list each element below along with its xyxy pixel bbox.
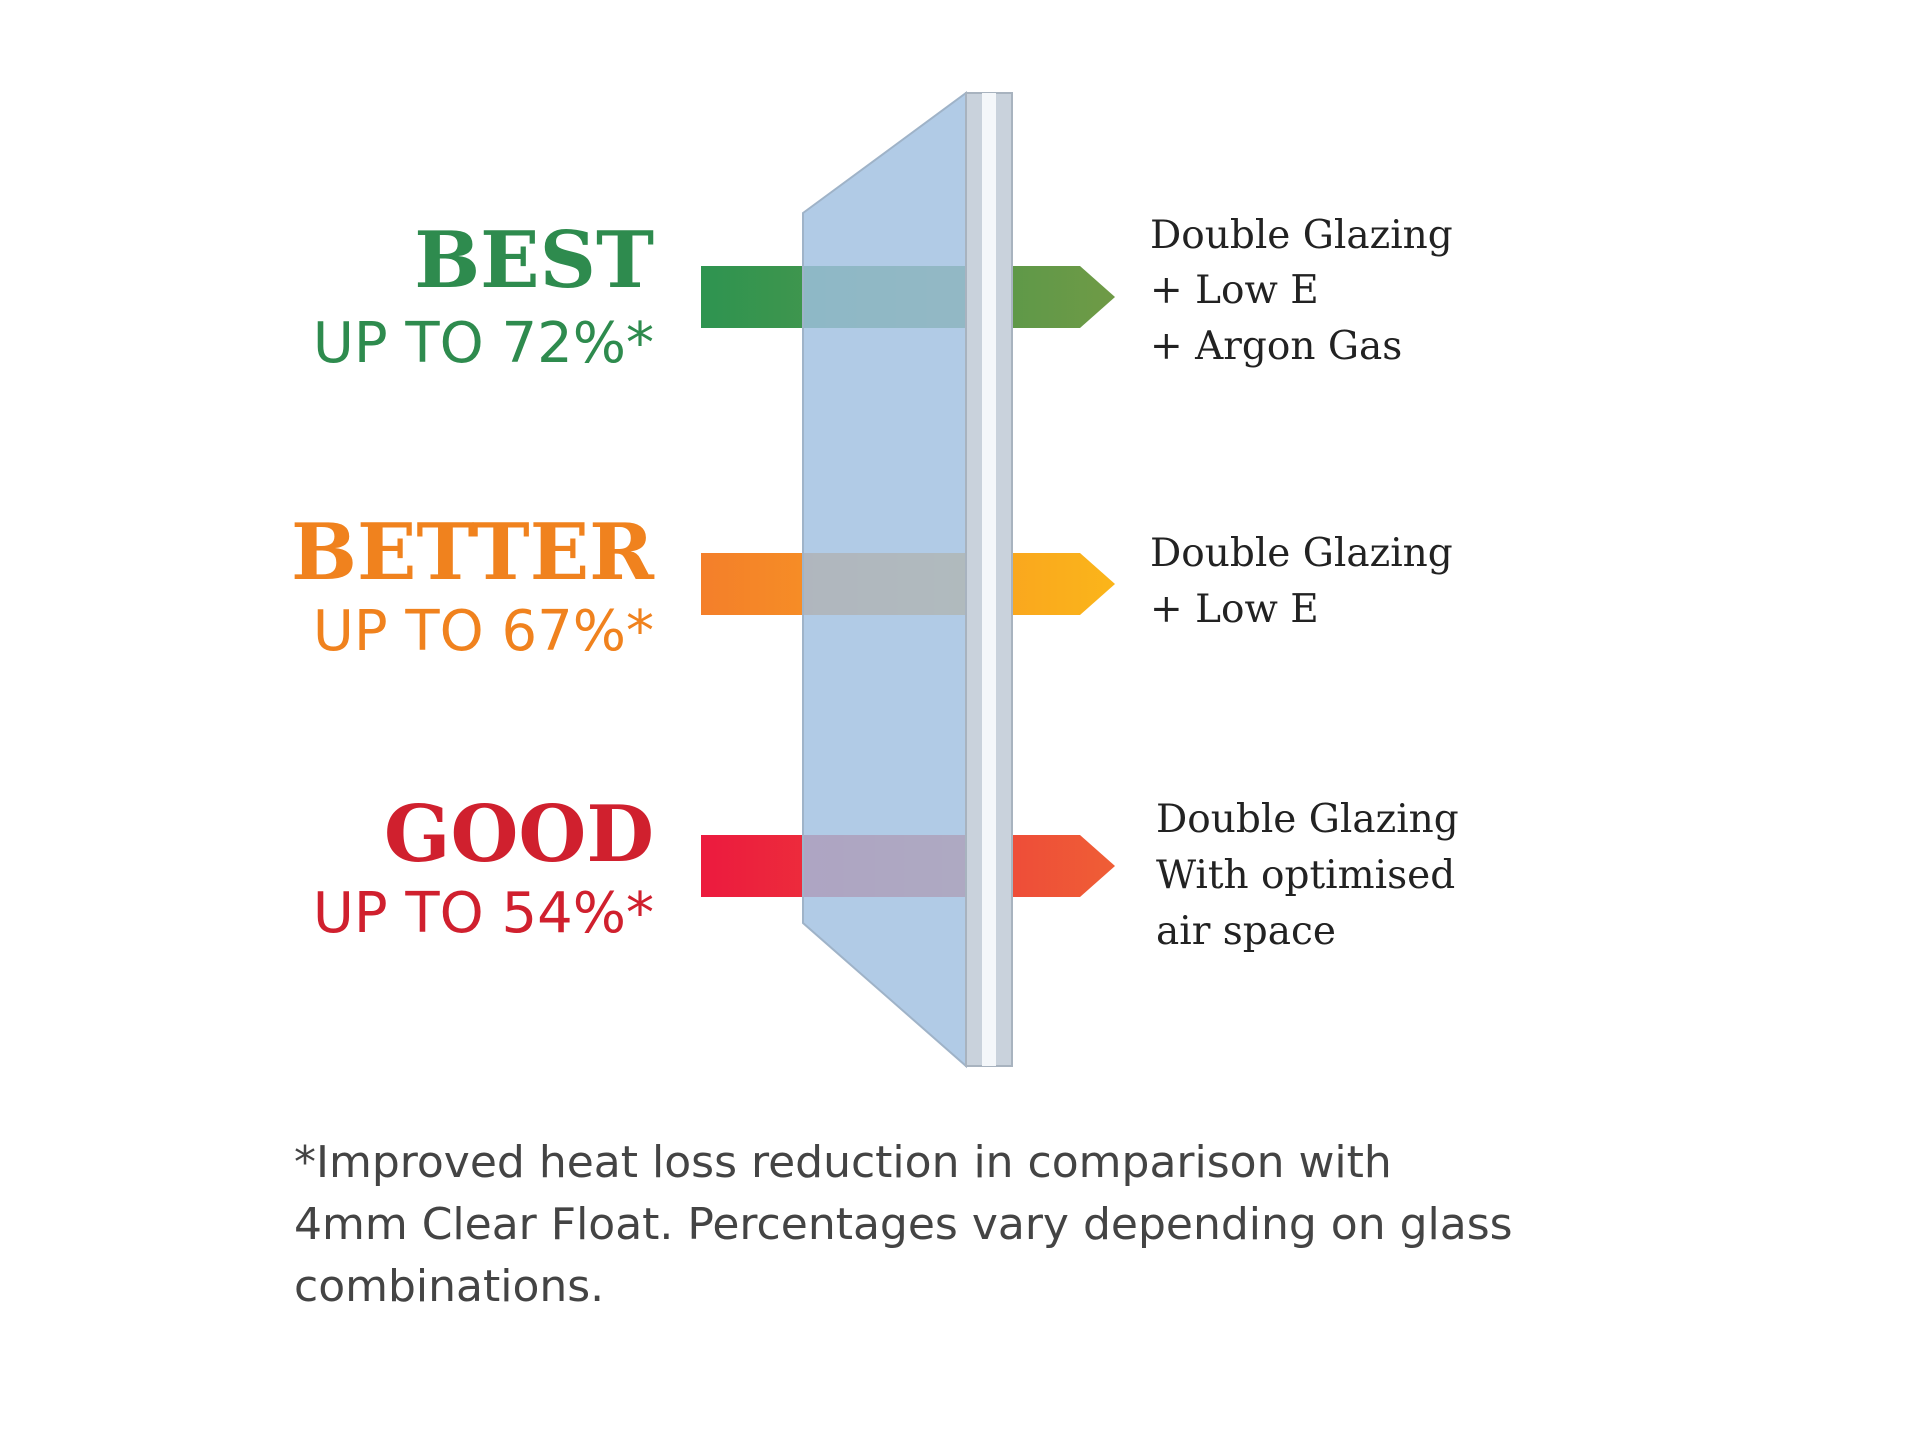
footnote: *Improved heat loss reduction in compari… bbox=[294, 1137, 1392, 1188]
description: With optimised bbox=[1156, 853, 1455, 898]
description: + Low E bbox=[1150, 587, 1319, 632]
description: air space bbox=[1156, 909, 1336, 954]
footnote: combinations. bbox=[294, 1261, 604, 1312]
glass-edge-highlight bbox=[982, 93, 996, 1066]
rating: BETTER bbox=[291, 507, 655, 598]
description: Double Glazing bbox=[1150, 531, 1453, 576]
savings: UP TO 54%* bbox=[313, 881, 654, 946]
rating: GOOD bbox=[384, 789, 654, 880]
glass-pane bbox=[802, 91, 967, 1069]
footnote: 4mm Clear Float. Percentages vary depend… bbox=[294, 1199, 1513, 1250]
description: Double Glazing bbox=[1150, 213, 1453, 258]
description: + Argon Gas bbox=[1150, 324, 1402, 369]
description: Double Glazing bbox=[1156, 797, 1459, 842]
rating: BEST bbox=[414, 215, 654, 306]
savings: UP TO 72%* bbox=[313, 311, 654, 376]
savings: UP TO 67%* bbox=[313, 599, 654, 664]
description: + Low E bbox=[1150, 268, 1319, 313]
